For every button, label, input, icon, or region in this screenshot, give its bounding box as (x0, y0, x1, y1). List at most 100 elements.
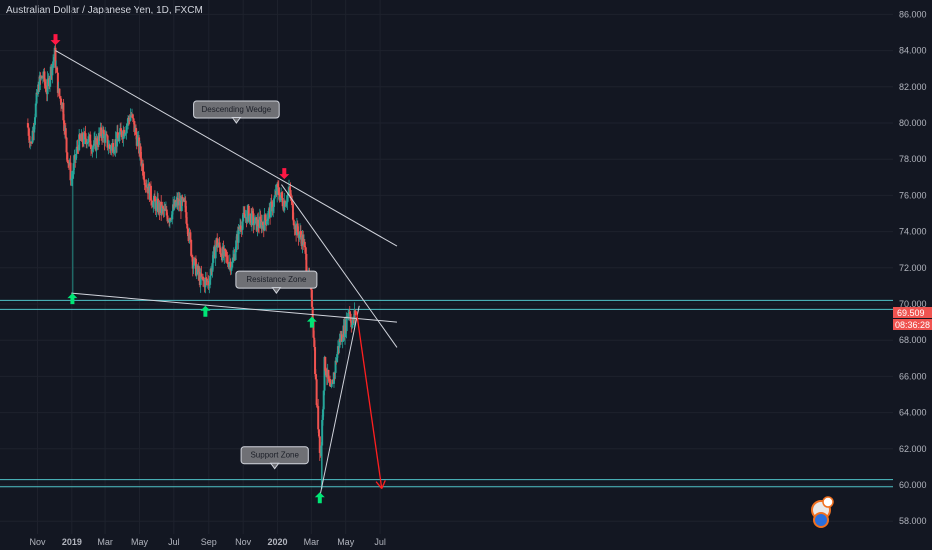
falling-line-trendline[interactable] (281, 184, 398, 348)
candle-body (28, 135, 31, 143)
candle-body (266, 218, 269, 221)
candle-body (34, 103, 37, 118)
candle-body (30, 142, 33, 143)
candle-body (187, 228, 190, 237)
wedge-upper-trendline[interactable] (55, 50, 398, 247)
candle-body (70, 178, 73, 181)
price-axis[interactable]: 58.000 60.000 62.000 64.000 66.000 68.000 70.0… (899, 9, 927, 526)
candle-body (150, 200, 153, 205)
candle-body (298, 234, 301, 239)
candle-body (314, 373, 317, 380)
candle-body (351, 317, 354, 326)
candle-body (97, 133, 100, 145)
arrow-up-icon (306, 316, 317, 328)
candle-body (35, 92, 38, 104)
candle-body (259, 216, 262, 220)
candle-body (330, 383, 333, 387)
candle-body (230, 267, 233, 271)
candle-body (92, 145, 95, 148)
arrow-down-icon (50, 34, 61, 46)
candle-body (336, 354, 339, 363)
candle-body (33, 117, 36, 125)
candle-body (116, 132, 119, 147)
candle-body (96, 138, 99, 145)
trendlines-layer[interactable] (55, 50, 398, 495)
candle-body (124, 132, 127, 134)
candle-body (329, 381, 332, 386)
candle-body (251, 211, 254, 214)
candle-body (225, 255, 228, 257)
time-tick-label: 2020 (268, 537, 288, 547)
candle-body (86, 142, 89, 143)
candle-body (284, 203, 287, 207)
candle-body (323, 357, 326, 391)
support-zone-label[interactable]: Support Zone (240, 446, 309, 470)
candle-body (175, 201, 178, 206)
resistance-zone-label[interactable]: Resistance Zone (235, 270, 318, 294)
candle-body (328, 378, 331, 382)
candle-body (183, 198, 186, 202)
candle-body (41, 76, 44, 79)
projection-arrowhead (381, 480, 386, 489)
rising-line-trendline[interactable] (319, 305, 360, 495)
candle-body (276, 183, 279, 195)
candle-body (288, 187, 291, 193)
price-tick-label: 72.000 (899, 263, 927, 273)
candle-body (133, 121, 136, 132)
candle-body (136, 137, 139, 146)
candle-body (107, 147, 110, 149)
candle-body (51, 64, 54, 76)
candle-body (264, 214, 267, 221)
wedge-lower-trendline[interactable] (71, 292, 398, 323)
candle-body (142, 175, 145, 180)
markers-layer (50, 34, 325, 504)
candle-body (348, 311, 351, 314)
candle-body (220, 254, 223, 256)
time-tick-label: May (131, 537, 149, 547)
candle-body (291, 199, 294, 204)
candle-body (95, 138, 98, 151)
time-tick-label: Jul (374, 537, 386, 547)
candle-body (234, 252, 237, 260)
candle-body (208, 284, 211, 286)
candle-body (327, 369, 330, 379)
candle-body (46, 78, 49, 95)
candle-body (127, 117, 130, 124)
candle-body (104, 134, 107, 143)
candle-body (89, 134, 92, 147)
candle-body (281, 197, 284, 207)
candle-body (108, 144, 111, 149)
candle-body (197, 265, 200, 275)
descending-wedge-label[interactable]: Descending Wedge (193, 100, 280, 124)
candle-body (321, 409, 324, 420)
candle-body (52, 61, 55, 65)
time-axis[interactable]: Nov 2019 Mar May Jul Sep Nov 2020 Mar May Jul (29, 537, 385, 547)
candle-body (180, 196, 183, 212)
candle-body (169, 218, 172, 220)
candle-body (353, 310, 356, 321)
candle-body (134, 127, 137, 135)
candle-body (318, 436, 321, 453)
candle-body (248, 215, 251, 222)
candle-body (324, 357, 327, 371)
projection-line[interactable] (355, 311, 383, 489)
candle-body (81, 133, 84, 143)
candle-body (52, 57, 55, 62)
candle-body (84, 133, 87, 140)
price-tick-label: 62.000 (899, 444, 927, 454)
candle-body (48, 79, 51, 87)
candle-body (292, 219, 295, 226)
annotations-layer[interactable]: Descending Wedge Resistance Zone Support Z… (193, 100, 318, 470)
price-tick-label: 60.000 (899, 480, 927, 490)
candle-body (267, 210, 270, 219)
candle-body (189, 232, 192, 240)
candle-body (186, 223, 189, 229)
candle-body (119, 128, 122, 135)
candle-body (184, 200, 187, 213)
candle-body (313, 337, 316, 348)
candle-body (280, 192, 283, 198)
candle-body (165, 209, 168, 216)
candle-body (351, 325, 354, 328)
candle-body (204, 278, 207, 288)
